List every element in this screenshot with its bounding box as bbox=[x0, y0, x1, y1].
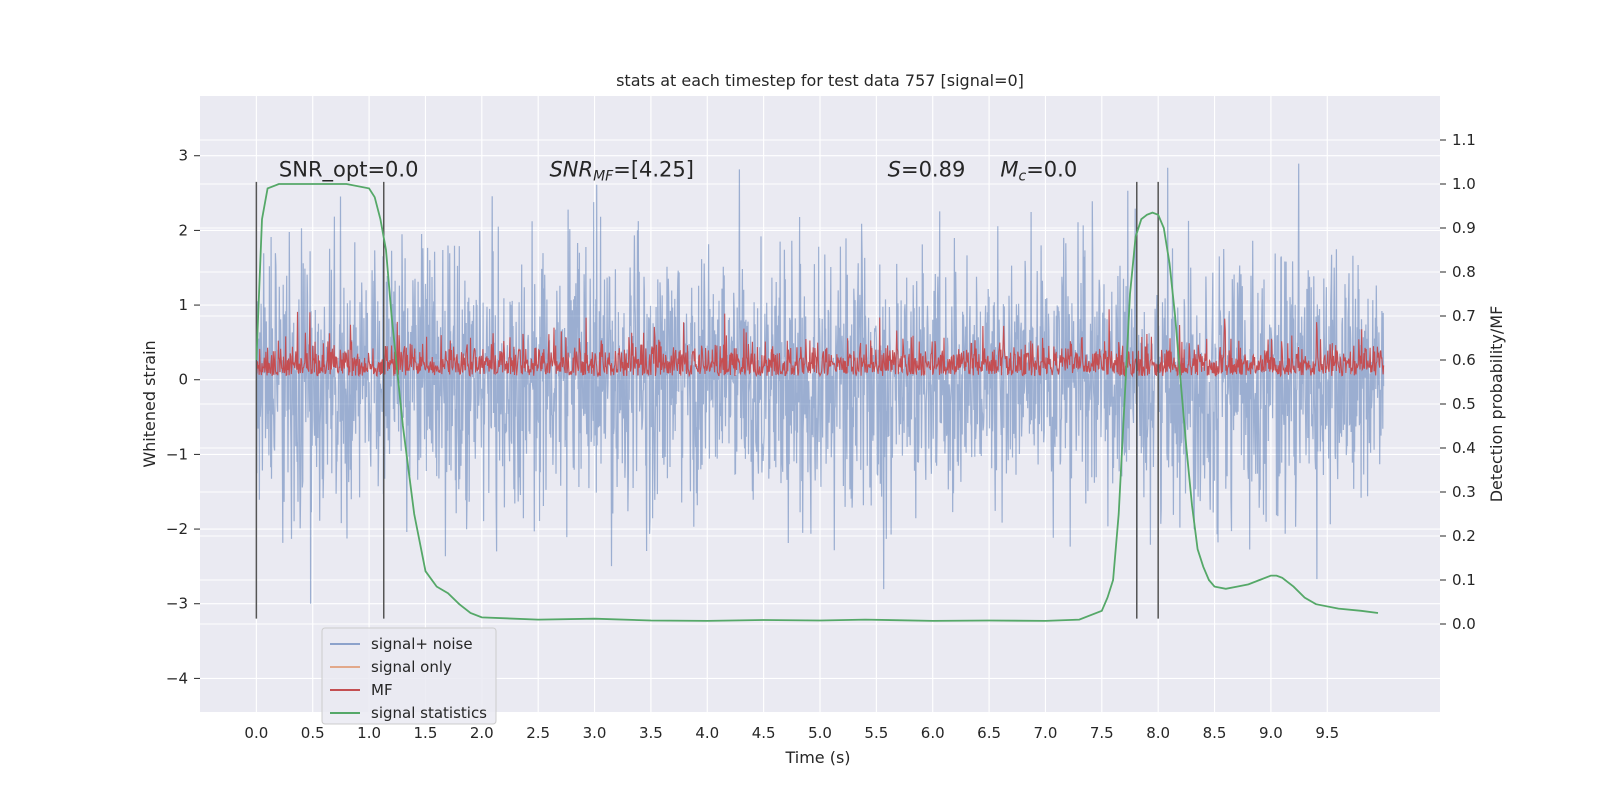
x-tick-label: 3.0 bbox=[583, 724, 607, 742]
x-tick-label: 4.0 bbox=[695, 724, 719, 742]
signal-statistics-line bbox=[255, 183, 1379, 622]
x-tick-label: 2.5 bbox=[526, 724, 550, 742]
x-tick-label: 6.0 bbox=[921, 724, 945, 742]
x-tick-label: 5.5 bbox=[864, 724, 888, 742]
y-axis-left-label: Whitened strain bbox=[140, 340, 159, 467]
x-tick-label: 3.5 bbox=[639, 724, 663, 742]
annotation-mc-main: M bbox=[1000, 158, 1018, 182]
y-right-tick-label: 0.5 bbox=[1452, 395, 1476, 413]
left-axis-ticks: −4 −3 −2 −1 0 1 2 3 bbox=[166, 147, 200, 687]
x-axis-ticks: 0.0 0.5 1.0 1.5 2.0 2.5 3.0 3.5 4.0 4.5 5.0 5.5 6.0 6… bbox=[244, 724, 1339, 742]
x-tick-label: 5.0 bbox=[808, 724, 832, 742]
annotation-s-stat-suffix: =0.89 bbox=[901, 158, 965, 182]
x-axis-label: Time (s) bbox=[784, 748, 850, 767]
signal-plus-noise-line bbox=[255, 163, 1385, 613]
y-right-tick-label: 0.8 bbox=[1452, 263, 1476, 281]
annotation-mc-sub: c bbox=[1018, 169, 1026, 185]
legend-label: signal only bbox=[371, 658, 452, 676]
annotation-snr-mf-sub: MF bbox=[593, 169, 614, 185]
legend-label: signal+ noise bbox=[371, 635, 473, 653]
x-tick-label: 1.0 bbox=[357, 724, 381, 742]
y-right-tick-label: 0.3 bbox=[1452, 483, 1476, 501]
y-right-tick-label: 0.7 bbox=[1452, 307, 1476, 325]
y-left-tick-label: −4 bbox=[166, 669, 188, 687]
annotations: SNR_opt=0.0 SNRMF=[4.25] S=0.89 Mc=0.0 bbox=[279, 158, 1077, 185]
y-right-tick-label: 0.6 bbox=[1452, 351, 1476, 369]
x-tick-label: 0.0 bbox=[244, 724, 268, 742]
legend-label: MF bbox=[371, 681, 393, 699]
y-axis-right-label: Detection probability/MF bbox=[1487, 306, 1506, 503]
annotation-s-stat-main: S bbox=[888, 158, 901, 182]
x-tick-label: 0.5 bbox=[301, 724, 325, 742]
y-right-tick-label: 0.1 bbox=[1452, 571, 1476, 589]
legend-box bbox=[321, 627, 497, 725]
series-mf bbox=[255, 309, 1385, 378]
y-left-tick-label: 2 bbox=[178, 221, 188, 239]
y-right-tick-label: 0.4 bbox=[1452, 439, 1476, 457]
series-signal-statistics bbox=[255, 183, 1379, 622]
y-left-tick-label: 0 bbox=[178, 371, 188, 389]
x-tick-label: 2.0 bbox=[470, 724, 494, 742]
legend-label: signal statistics bbox=[371, 704, 487, 722]
x-tick-label: 7.5 bbox=[1090, 724, 1114, 742]
y-left-tick-label: −2 bbox=[166, 520, 188, 538]
mf-line bbox=[255, 309, 1385, 378]
y-right-tick-label: 1.0 bbox=[1452, 175, 1476, 193]
right-axis-ticks: 0.0 0.1 0.2 0.3 0.4 0.5 0.6 0.7 0.8 0.9 1.0 1.1 bbox=[1440, 131, 1476, 633]
annotation-snr-opt: SNR_opt=0.0 bbox=[279, 158, 419, 183]
x-tick-label: 8.5 bbox=[1203, 724, 1227, 742]
x-tick-label: 7.0 bbox=[1034, 724, 1058, 742]
x-tick-label: 6.5 bbox=[977, 724, 1001, 742]
y-right-tick-label: 0.9 bbox=[1452, 219, 1476, 237]
annotation-mc: Mc=0.0 bbox=[1000, 158, 1077, 185]
legend: signal+ noise signal only MF signal statist… bbox=[321, 627, 497, 725]
y-right-tick-label: 0.2 bbox=[1452, 527, 1476, 545]
chart-title: stats at each timestep for test data 757… bbox=[616, 71, 1024, 90]
y-left-tick-label: −1 bbox=[166, 445, 188, 463]
x-tick-label: 9.0 bbox=[1259, 724, 1283, 742]
annotation-snr-mf: SNRMF=[4.25] bbox=[549, 158, 694, 185]
series-signal-plus-noise bbox=[255, 163, 1385, 613]
x-tick-label: 9.5 bbox=[1315, 724, 1339, 742]
vertical-markers bbox=[255, 181, 1159, 619]
annotation-snr-mf-suffix: =[4.25] bbox=[613, 158, 694, 182]
x-tick-label: 1.5 bbox=[414, 724, 438, 742]
x-tick-label: 8.0 bbox=[1146, 724, 1170, 742]
y-right-tick-label: 0.0 bbox=[1452, 615, 1476, 633]
y-left-tick-label: 3 bbox=[178, 147, 188, 165]
x-tick-label: 4.5 bbox=[752, 724, 776, 742]
annotation-mc-suffix: =0.0 bbox=[1026, 158, 1077, 182]
y-left-tick-label: 1 bbox=[178, 296, 188, 314]
y-left-tick-label: −3 bbox=[166, 595, 188, 613]
annotation-snr-mf-main: SNR bbox=[549, 158, 593, 182]
annotation-s-stat: S=0.89 bbox=[888, 158, 966, 182]
y-right-tick-label: 1.1 bbox=[1452, 131, 1476, 149]
